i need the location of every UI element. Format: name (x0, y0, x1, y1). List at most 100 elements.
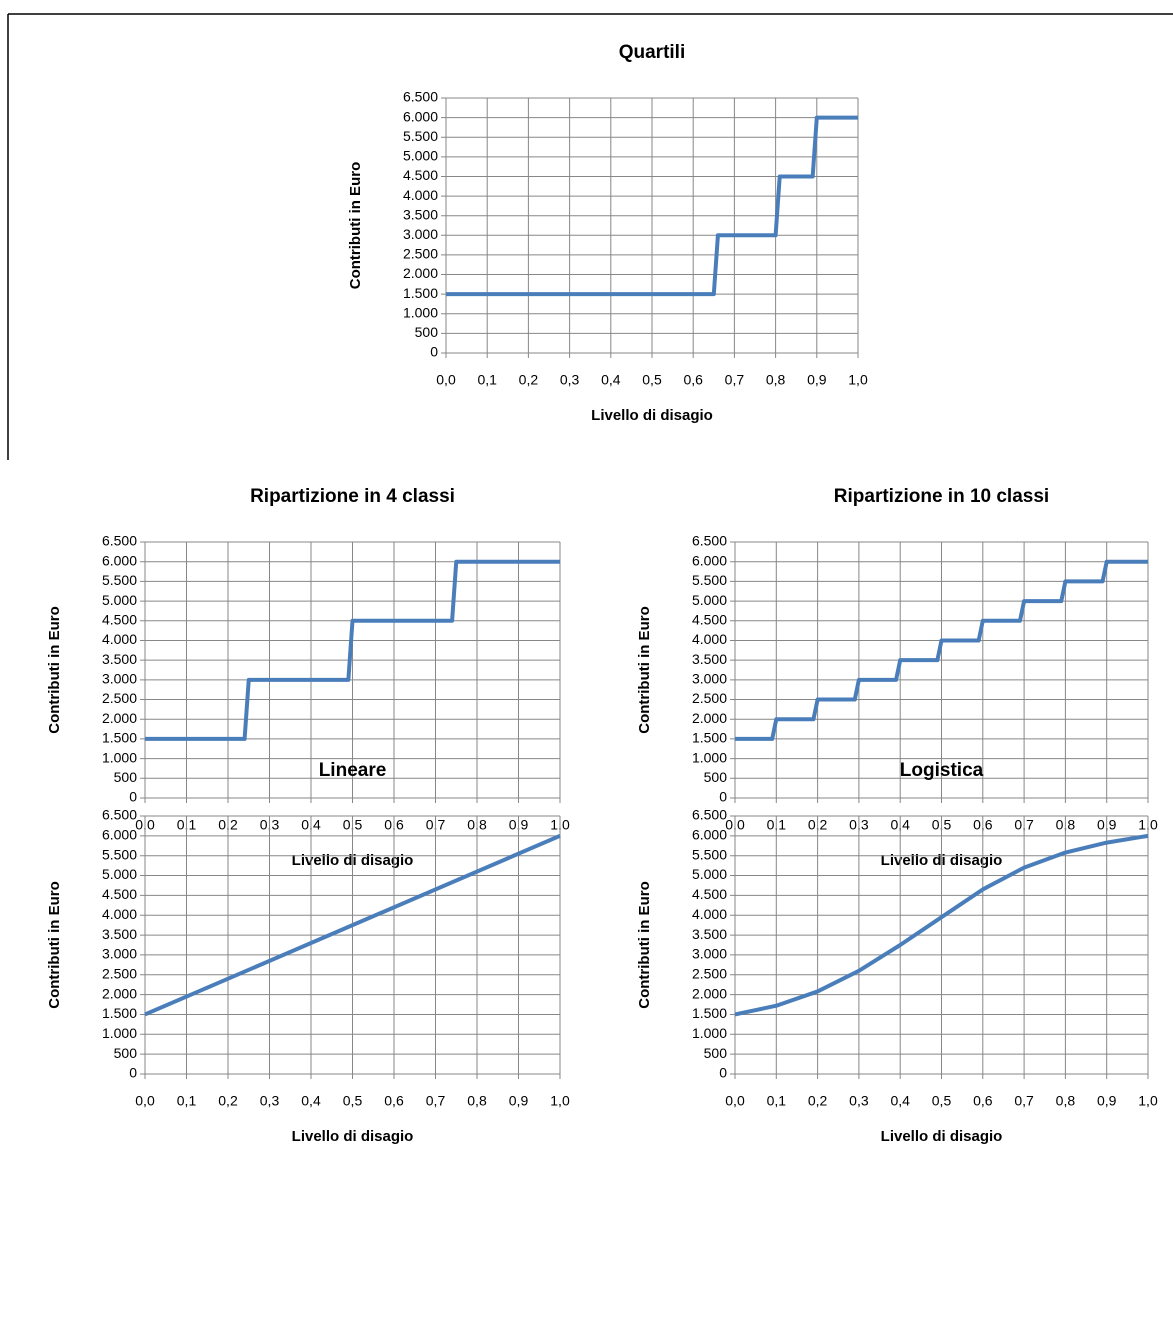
y-tick-label: 1.500 (102, 730, 137, 746)
data-line (734, 833, 1149, 1017)
y-tick-label: 4.000 (692, 631, 727, 647)
y-tick-label: 0 (129, 1065, 137, 1081)
y-tick-label: 2.500 (403, 246, 438, 262)
y-axis-title: Contributi in Euro (46, 606, 63, 733)
x-tick-label: 0,2 (218, 1093, 238, 1109)
x-tick-label: 0,6 (683, 372, 703, 388)
y-tick-label: 3.000 (692, 671, 727, 687)
y-tick-label: 5.500 (102, 572, 137, 588)
y-tick-label: 1.000 (102, 1025, 137, 1041)
y-tick-label: 5.000 (102, 592, 137, 608)
y-tick-label: 1.000 (102, 749, 137, 765)
y-tick-label: 3.000 (102, 946, 137, 962)
y-tick-label: 6.500 (692, 533, 727, 549)
x-tick-label: 0,6 (384, 1093, 404, 1109)
x-tick-label: 0,6 (973, 1093, 993, 1109)
x-tick-label: 1,0 (848, 372, 868, 388)
y-tick-label: 3.000 (692, 946, 727, 962)
y-tick-label: 6.000 (403, 108, 438, 124)
x-axis-title: Livello di disagio (591, 407, 713, 424)
y-tick-label: 6.000 (692, 552, 727, 568)
y-tick-label: 0 (129, 789, 137, 805)
y-tick-label: 2.500 (692, 965, 727, 981)
x-tick-label: 0,3 (849, 1093, 869, 1109)
x-tick-label: 0,0 (725, 1093, 745, 1109)
y-tick-label: 1.500 (403, 285, 438, 301)
y-tick-label: 5.000 (403, 148, 438, 164)
y-tick-label: 4.500 (692, 886, 727, 902)
y-tick-label: 3.000 (403, 226, 438, 242)
y-tick-label: 6.500 (403, 89, 438, 105)
x-tick-label: 0,2 (808, 1093, 828, 1109)
x-tick-label: 0,1 (477, 372, 497, 388)
y-tick-label: 3.500 (102, 926, 137, 942)
x-tick-label: 1,0 (550, 1093, 570, 1109)
y-tick-label: 6.500 (102, 807, 137, 823)
y-axis-title: Contributi in Euro (636, 606, 653, 733)
x-axis-title: Livello di disagio (881, 1128, 1003, 1145)
x-tick-label: 0,8 (766, 372, 786, 388)
y-tick-label: 2.500 (102, 690, 137, 706)
y-tick-label: 2.000 (403, 265, 438, 281)
y-tick-label: 3.500 (692, 926, 727, 942)
y-tick-label: 6.000 (692, 827, 727, 843)
x-tick-label: 0,8 (467, 1093, 487, 1109)
x-tick-label: 0,7 (1014, 1093, 1034, 1109)
y-tick-label: 2.500 (692, 690, 727, 706)
y-tick-label: 6.000 (102, 552, 137, 568)
x-tick-label: 0,0 (436, 372, 456, 388)
data-line (446, 115, 858, 297)
y-tick-label: 500 (114, 769, 138, 785)
chart-title: Quartili (619, 42, 686, 63)
data-line (144, 834, 561, 1017)
x-tick-label: 1,0 (1138, 1093, 1158, 1109)
y-tick-label: 1.500 (692, 1005, 727, 1021)
y-tick-label: 500 (704, 769, 728, 785)
x-tick-label: 0,4 (301, 1093, 321, 1109)
y-tick-label: 5.500 (403, 128, 438, 144)
x-tick-label: 0,7 (725, 372, 745, 388)
x-tick-label: 0,7 (426, 1093, 446, 1109)
y-tick-label: 3.500 (102, 651, 137, 667)
x-tick-label: 0,8 (1056, 1093, 1076, 1109)
y-tick-label: 4.000 (102, 906, 137, 922)
y-tick-label: 0 (719, 1065, 727, 1081)
y-tick-label: 2.000 (692, 985, 727, 1001)
x-tick-label: 0,5 (343, 1093, 363, 1109)
y-tick-label: 4.500 (102, 886, 137, 902)
y-tick-label: 500 (704, 1045, 728, 1061)
y-tick-label: 1.500 (102, 1005, 137, 1021)
y-tick-label: 2.000 (102, 985, 137, 1001)
y-tick-label: 4.500 (692, 611, 727, 627)
y-tick-label: 3.000 (102, 671, 137, 687)
x-tick-label: 0,3 (560, 372, 580, 388)
y-tick-label: 2.000 (102, 710, 137, 726)
y-tick-label: 5.500 (692, 572, 727, 588)
y-tick-label: 2.000 (692, 710, 727, 726)
x-tick-label: 0,5 (932, 1093, 952, 1109)
y-tick-label: 500 (415, 324, 439, 340)
y-tick-label: 4.500 (403, 167, 438, 183)
x-tick-label: 0,9 (1097, 1093, 1117, 1109)
y-tick-label: 5.000 (102, 866, 137, 882)
data-line (735, 559, 1148, 741)
y-tick-label: 1.000 (403, 304, 438, 320)
y-tick-label: 6.000 (102, 827, 137, 843)
y-axis-title: Contributi in Euro (347, 162, 364, 289)
y-tick-label: 3.500 (692, 651, 727, 667)
y-tick-label: 3.500 (403, 206, 438, 222)
y-tick-label: 1.500 (692, 730, 727, 746)
y-axis-title: Contributi in Euro (636, 881, 653, 1008)
x-tick-label: 0,0 (135, 1093, 155, 1109)
x-axis-title: Livello di disagio (292, 1128, 414, 1145)
x-tick-label: 0,2 (519, 372, 539, 388)
y-tick-label: 1.000 (692, 749, 727, 765)
y-tick-label: 2.500 (102, 965, 137, 981)
x-tick-label: 0,5 (642, 372, 662, 388)
chart-title: Ripartizione in 10 classi (834, 486, 1049, 507)
y-tick-label: 5.000 (692, 866, 727, 882)
x-tick-label: 0,9 (807, 372, 827, 388)
y-tick-label: 0 (430, 344, 438, 360)
